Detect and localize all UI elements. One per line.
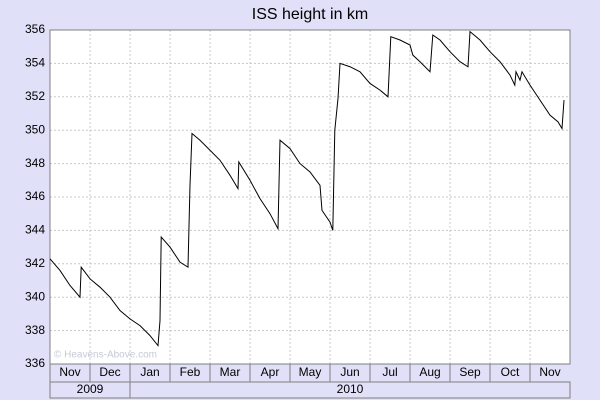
x-tick-label: Aug bbox=[419, 365, 440, 379]
year-label: 2009 bbox=[77, 382, 104, 396]
x-tick-label: Jul bbox=[382, 365, 397, 379]
x-tick-label: Nov bbox=[59, 365, 80, 379]
y-tick-label: 354 bbox=[25, 56, 45, 70]
y-tick-label: 344 bbox=[25, 223, 45, 237]
y-tick-label: 356 bbox=[25, 22, 45, 36]
x-tick-label: Jun bbox=[340, 365, 359, 379]
x-tick-label: Oct bbox=[501, 365, 520, 379]
year-label: 2010 bbox=[337, 382, 364, 396]
x-tick-label: Dec bbox=[99, 365, 120, 379]
x-tick-label: Feb bbox=[180, 365, 201, 379]
y-tick-label: 348 bbox=[25, 156, 45, 170]
x-tick-label: Sep bbox=[459, 365, 481, 379]
y-tick-label: 350 bbox=[25, 122, 45, 136]
y-tick-label: 346 bbox=[25, 189, 45, 203]
plot-border bbox=[49, 29, 571, 365]
y-tick-label: 340 bbox=[25, 289, 45, 303]
y-tick-label: 352 bbox=[25, 89, 45, 103]
watermark: © Heavens-Above.com bbox=[54, 350, 157, 361]
x-tick-label: May bbox=[299, 365, 322, 379]
y-tick-label: 342 bbox=[25, 256, 45, 270]
x-tick-label: Nov bbox=[539, 365, 560, 379]
y-tick-label: 336 bbox=[25, 356, 45, 370]
chart-title: ISS height in km bbox=[252, 6, 369, 23]
year-cell bbox=[129, 381, 571, 399]
x-tick-label: Mar bbox=[220, 365, 241, 379]
plot: 336 338 340 342 344 346 348 350 352 354 356 Nov Dec J… bbox=[25, 22, 571, 399]
y-tick-label: 338 bbox=[25, 323, 45, 337]
line-series bbox=[49, 30, 565, 347]
x-tick-label: Jan bbox=[140, 365, 159, 379]
x-tick-label: Apr bbox=[261, 365, 280, 379]
